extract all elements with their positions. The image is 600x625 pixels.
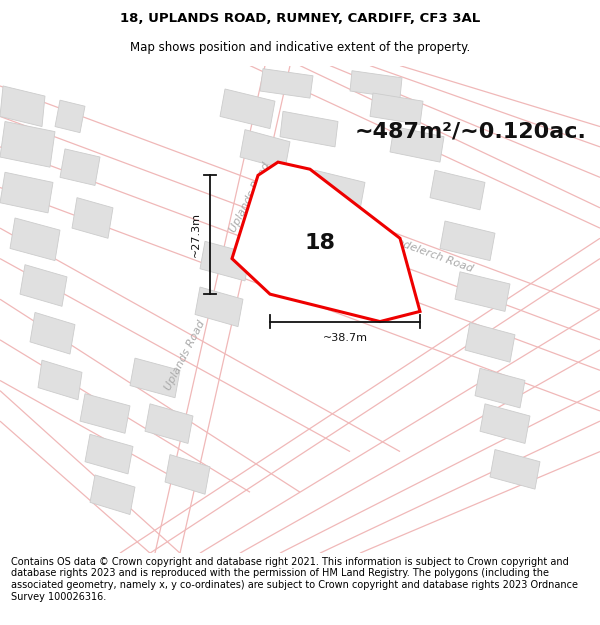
Polygon shape	[200, 241, 250, 281]
Polygon shape	[130, 358, 180, 398]
Polygon shape	[280, 111, 338, 147]
Polygon shape	[30, 312, 75, 354]
Polygon shape	[350, 71, 402, 98]
Polygon shape	[72, 198, 113, 238]
Polygon shape	[20, 265, 67, 306]
Polygon shape	[90, 475, 135, 514]
Polygon shape	[0, 86, 45, 126]
Polygon shape	[10, 218, 60, 261]
Polygon shape	[0, 173, 53, 213]
Polygon shape	[440, 221, 495, 261]
Polygon shape	[85, 434, 133, 474]
Polygon shape	[315, 223, 365, 259]
Polygon shape	[465, 322, 515, 362]
Polygon shape	[55, 100, 85, 132]
Polygon shape	[232, 162, 420, 321]
Polygon shape	[475, 368, 525, 408]
Polygon shape	[490, 449, 540, 489]
Polygon shape	[145, 404, 193, 444]
Polygon shape	[480, 404, 530, 444]
Polygon shape	[220, 89, 275, 129]
Text: Map shows position and indicative extent of the property.: Map shows position and indicative extent…	[130, 41, 470, 54]
Text: Uplands Road: Uplands Road	[163, 319, 207, 392]
Polygon shape	[195, 287, 243, 327]
Text: ~487m²/~0.120ac.: ~487m²/~0.120ac.	[355, 122, 587, 142]
Text: Contains OS data © Crown copyright and database right 2021. This information is : Contains OS data © Crown copyright and d…	[11, 557, 578, 601]
Polygon shape	[260, 69, 313, 98]
Text: 18, UPLANDS ROAD, RUMNEY, CARDIFF, CF3 3AL: 18, UPLANDS ROAD, RUMNEY, CARDIFF, CF3 3…	[120, 12, 480, 25]
Polygon shape	[370, 93, 423, 124]
Polygon shape	[80, 394, 130, 433]
Text: Uplands Road: Uplands Road	[228, 161, 272, 234]
Polygon shape	[0, 121, 55, 167]
Text: ~38.7m: ~38.7m	[323, 332, 367, 342]
Polygon shape	[430, 170, 485, 210]
Polygon shape	[390, 126, 444, 162]
Polygon shape	[240, 129, 290, 169]
Polygon shape	[455, 272, 510, 311]
Text: Tredelerch Road: Tredelerch Road	[385, 233, 475, 274]
Polygon shape	[310, 170, 365, 210]
Polygon shape	[165, 454, 210, 494]
Text: ~27.3m: ~27.3m	[191, 213, 201, 258]
Text: 18: 18	[305, 233, 335, 253]
Polygon shape	[38, 360, 82, 400]
Polygon shape	[60, 149, 100, 186]
Polygon shape	[280, 213, 335, 248]
